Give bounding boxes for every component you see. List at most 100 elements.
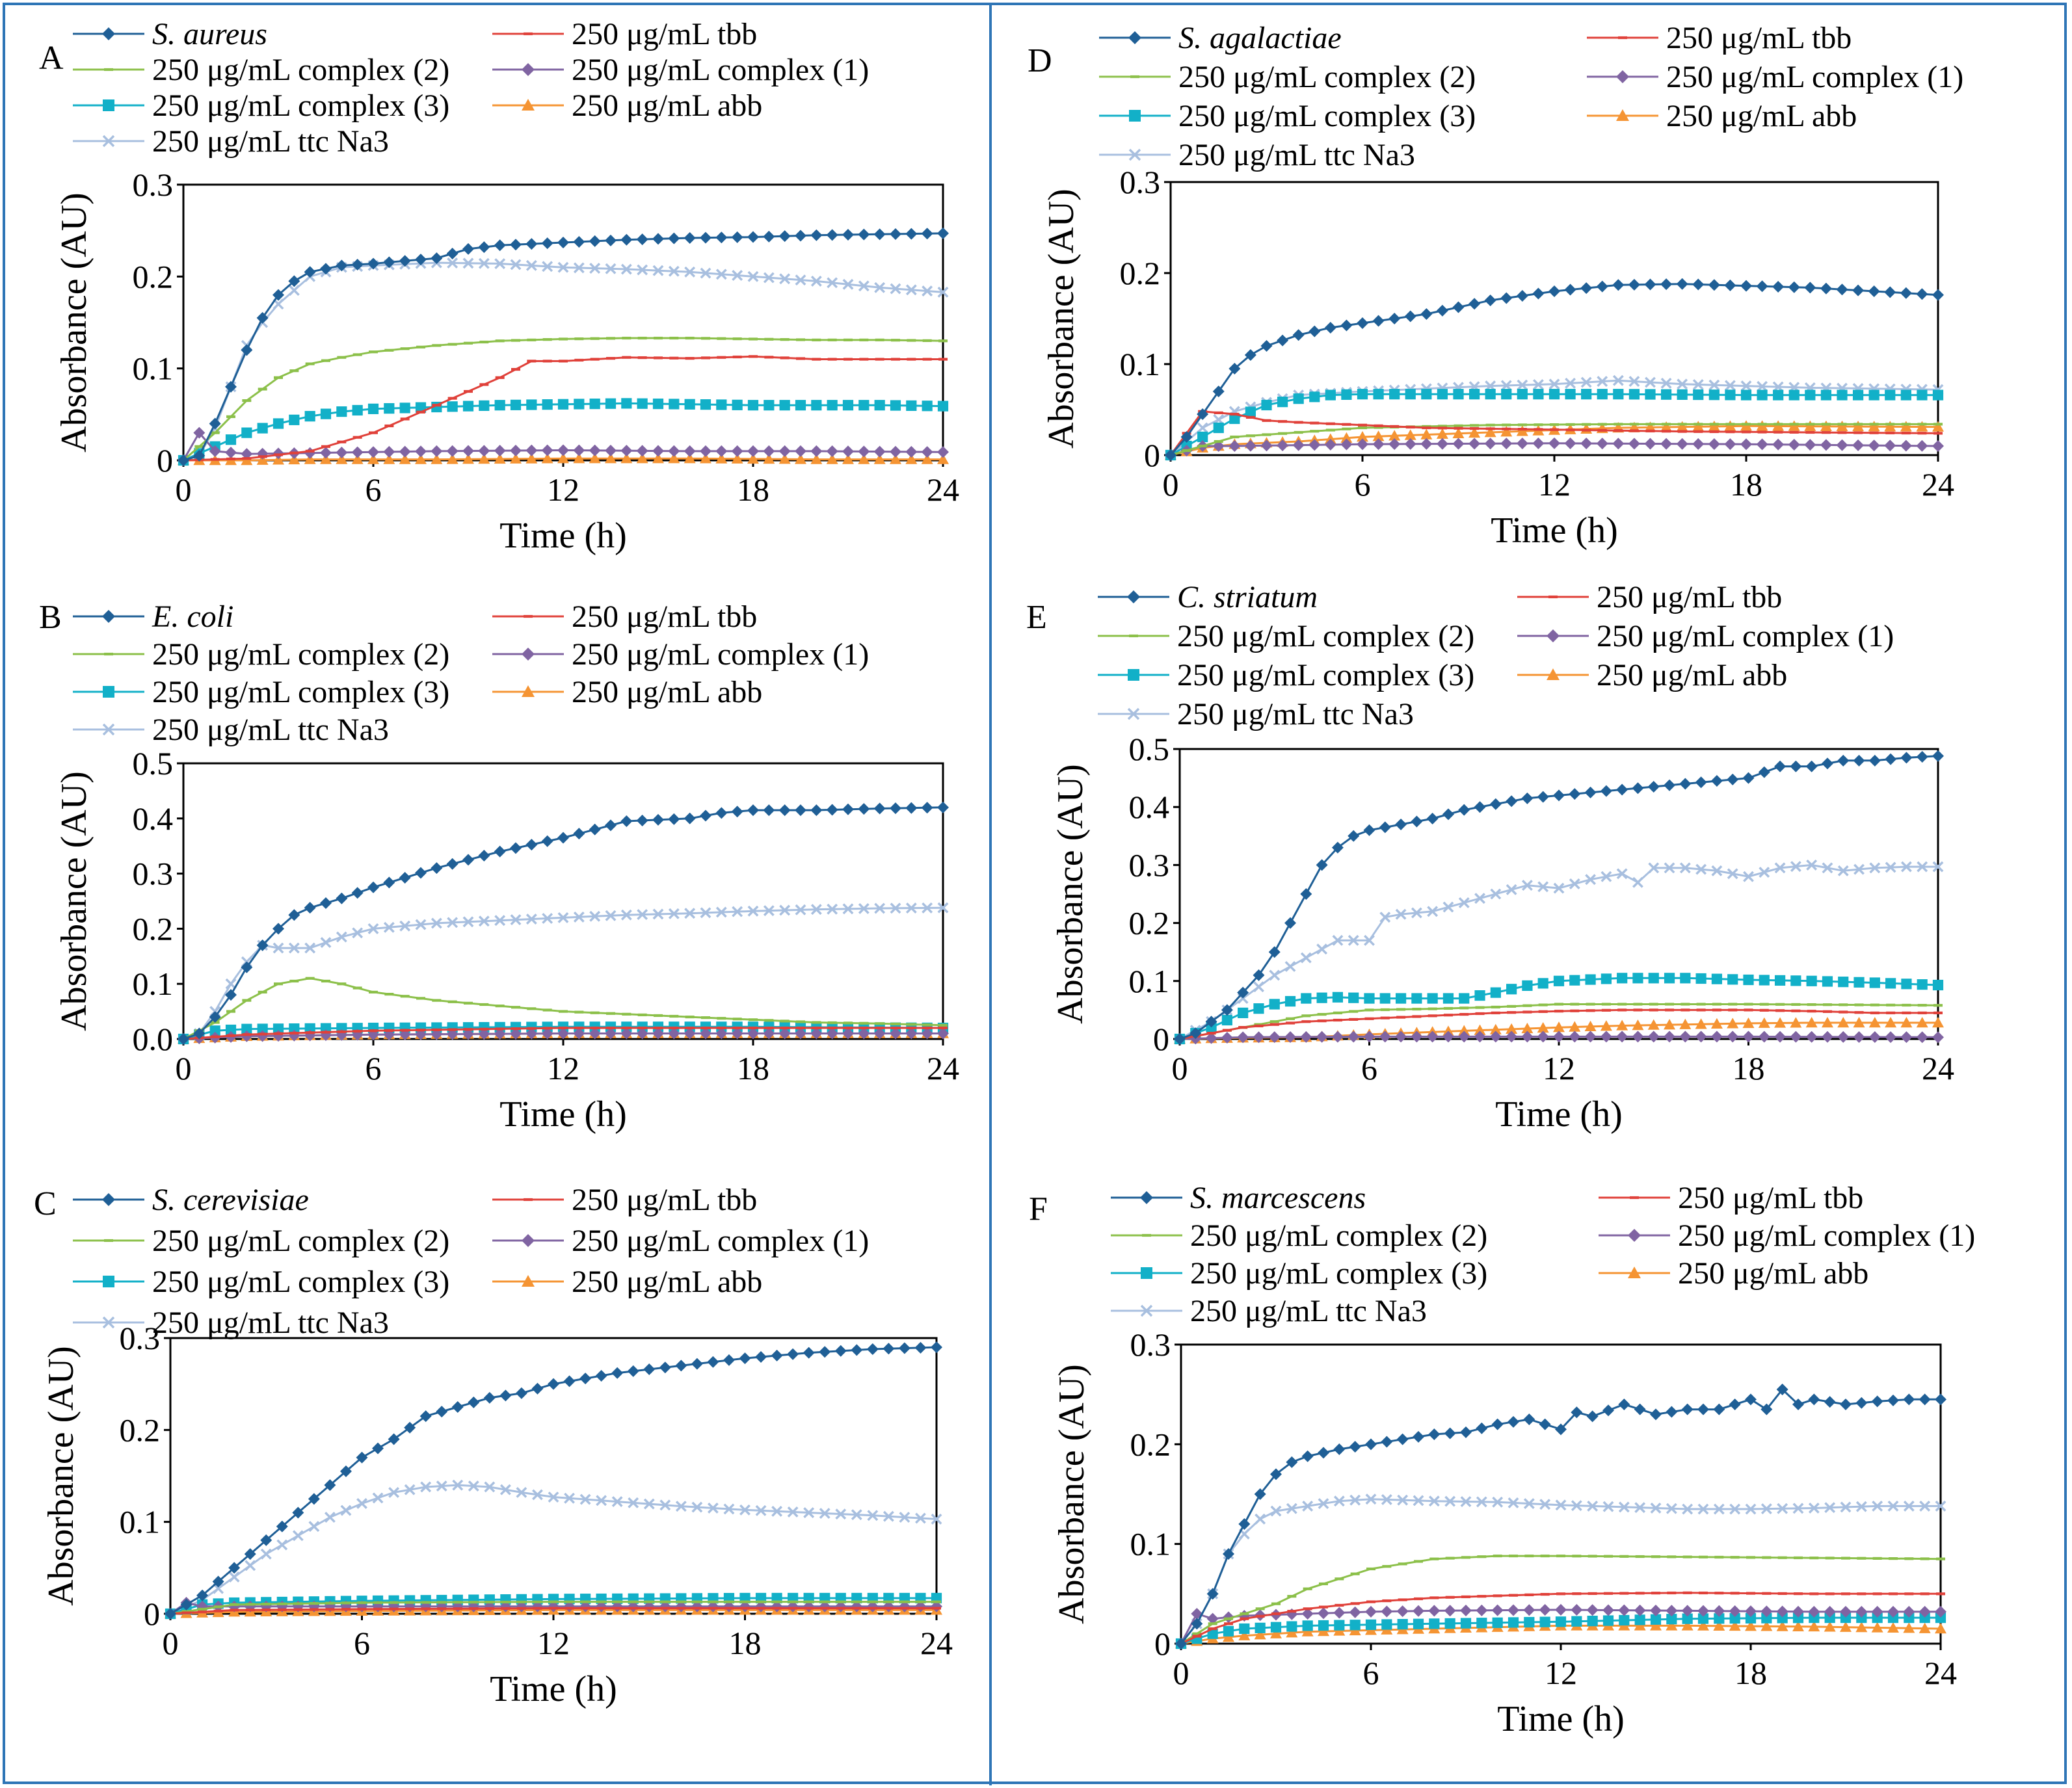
data-point: [1758, 1031, 1770, 1043]
data-point: [478, 241, 490, 254]
data-point: [1390, 425, 1400, 428]
data-point: [1806, 975, 1817, 986]
data-point: [1613, 389, 1624, 400]
data-point: [479, 400, 490, 412]
data-point: [1650, 1605, 1662, 1617]
data-point: [708, 1600, 718, 1603]
data-point: [1442, 901, 1454, 913]
data-point: [834, 1345, 847, 1357]
data-point: [788, 1607, 798, 1610]
data-point: [1680, 1008, 1690, 1012]
data-point: [1484, 295, 1496, 306]
data-point: [1303, 1587, 1312, 1590]
data-point: [1319, 1582, 1328, 1586]
data-point: [747, 1027, 759, 1040]
data-point: [1868, 389, 1879, 401]
data-point: [1324, 433, 1336, 444]
data-point: [446, 453, 458, 464]
data-point: [1762, 1592, 1772, 1595]
data-point: [1709, 430, 1719, 434]
data-point: [1900, 440, 1912, 452]
data-point: [557, 453, 569, 464]
data-point: [1645, 429, 1655, 432]
data-point: [210, 1035, 220, 1038]
series-0: [165, 1341, 942, 1620]
data-point: [289, 979, 299, 983]
data-point: [1790, 1031, 1802, 1043]
data-point: [1582, 423, 1591, 426]
data-point: [1745, 1620, 1757, 1631]
data-point: [210, 431, 220, 434]
data-point: [1317, 1019, 1327, 1023]
data-point: [336, 892, 348, 904]
data-point: [352, 927, 364, 939]
data-point: [1422, 426, 1431, 430]
data-point: [573, 444, 585, 456]
data-point: [843, 358, 853, 361]
data-point: [778, 230, 791, 243]
data-point: [652, 453, 664, 464]
data-point: [178, 454, 189, 466]
data-point: [842, 400, 854, 411]
data-point: [367, 257, 379, 270]
data-point: [937, 446, 949, 458]
data-point: [1597, 428, 1607, 432]
data-point: [1889, 1557, 1898, 1560]
legend-label: 250 μg/mL complex (2): [1190, 1218, 1487, 1253]
data-point: [1667, 1555, 1677, 1558]
legend-item: 250 μg/mL complex (1): [1599, 1218, 1975, 1253]
data-point: [1278, 420, 1288, 423]
data-point: [1175, 1638, 1187, 1650]
data-point: [1628, 438, 1640, 450]
data-point: [292, 1506, 304, 1519]
data-point: [541, 453, 553, 464]
data-point: [1509, 1594, 1518, 1597]
data-point: [1374, 426, 1383, 429]
data-point: [606, 357, 615, 360]
data-point: [700, 1027, 711, 1040]
legend-label: 250 μg/mL abb: [572, 88, 762, 123]
data-point: [1532, 379, 1544, 390]
data-point: [1695, 1031, 1707, 1043]
data-point: [1292, 439, 1305, 451]
data-point: [212, 1575, 224, 1588]
data-point: [1461, 1595, 1470, 1599]
data-point: [1776, 1620, 1788, 1631]
data-point: [700, 809, 711, 822]
data-point: [1602, 1615, 1614, 1626]
data-point: [479, 340, 489, 344]
data-point: [1697, 1613, 1709, 1624]
data-point: [1758, 1017, 1770, 1028]
data-point: [1742, 772, 1755, 784]
data-point: [1744, 1008, 1753, 1012]
data-point: [732, 355, 742, 359]
data-point: [1886, 1011, 1896, 1014]
data-point: [1310, 421, 1320, 425]
y-tick-label: 0.2: [133, 910, 174, 947]
data-point: [1760, 1503, 1772, 1515]
data-point: [242, 457, 252, 460]
data-point: [336, 453, 348, 464]
data-point: [1692, 278, 1705, 291]
data-point: [1348, 1031, 1360, 1043]
data-point: [510, 444, 522, 456]
data-point: [1697, 1503, 1709, 1515]
data-point: [1869, 862, 1881, 874]
data-point: [304, 266, 316, 278]
data-point: [1461, 1556, 1470, 1559]
data-point: [796, 1020, 805, 1023]
data-point: [352, 404, 363, 416]
y-tick-label: 0.2: [1120, 255, 1161, 291]
data-point: [1837, 431, 1847, 434]
data-point: [1871, 1605, 1883, 1618]
data-point: [446, 445, 458, 457]
data-point: [1413, 1605, 1424, 1617]
data-point: [883, 1510, 894, 1522]
data-point: [351, 887, 364, 899]
data-point: [1600, 973, 1612, 984]
data-point: [1666, 1620, 1678, 1631]
legend-label: 250 μg/mL tbb: [572, 1183, 757, 1217]
data-point: [1532, 287, 1545, 300]
data-point: [715, 807, 728, 819]
data-point: [620, 445, 633, 457]
